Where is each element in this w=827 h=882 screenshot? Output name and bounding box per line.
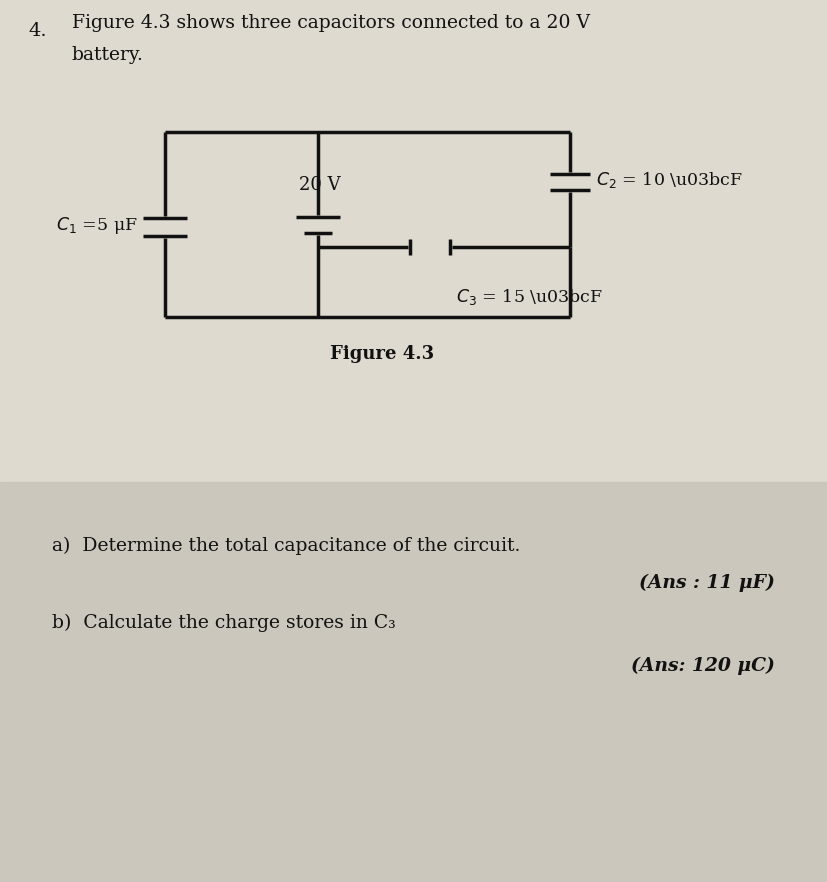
Text: b)  Calculate the charge stores in C₃: b) Calculate the charge stores in C₃ (52, 614, 395, 632)
Text: Figure 4.3 shows three capacitors connected to a 20 V: Figure 4.3 shows three capacitors connec… (72, 14, 590, 32)
Bar (0, 0, 827, 482)
Text: $C_3$ = 15 \u03bcF: $C_3$ = 15 \u03bcF (456, 287, 602, 307)
Text: 4.: 4. (28, 22, 46, 40)
Text: (Ans: 120 μC): (Ans: 120 μC) (630, 657, 774, 676)
Text: $C_2$ = 10 \u03bcF: $C_2$ = 10 \u03bcF (595, 170, 742, 190)
Text: 20 V: 20 V (299, 176, 341, 195)
Text: a)  Determine the total capacitance of the circuit.: a) Determine the total capacitance of th… (52, 537, 519, 556)
Text: (Ans : 11 μF): (Ans : 11 μF) (638, 574, 774, 592)
Text: battery.: battery. (72, 46, 144, 64)
Text: Figure 4.3: Figure 4.3 (330, 345, 434, 363)
Bar (0, 482, 827, 882)
Text: $C_1$ =5 μF: $C_1$ =5 μF (56, 214, 138, 235)
